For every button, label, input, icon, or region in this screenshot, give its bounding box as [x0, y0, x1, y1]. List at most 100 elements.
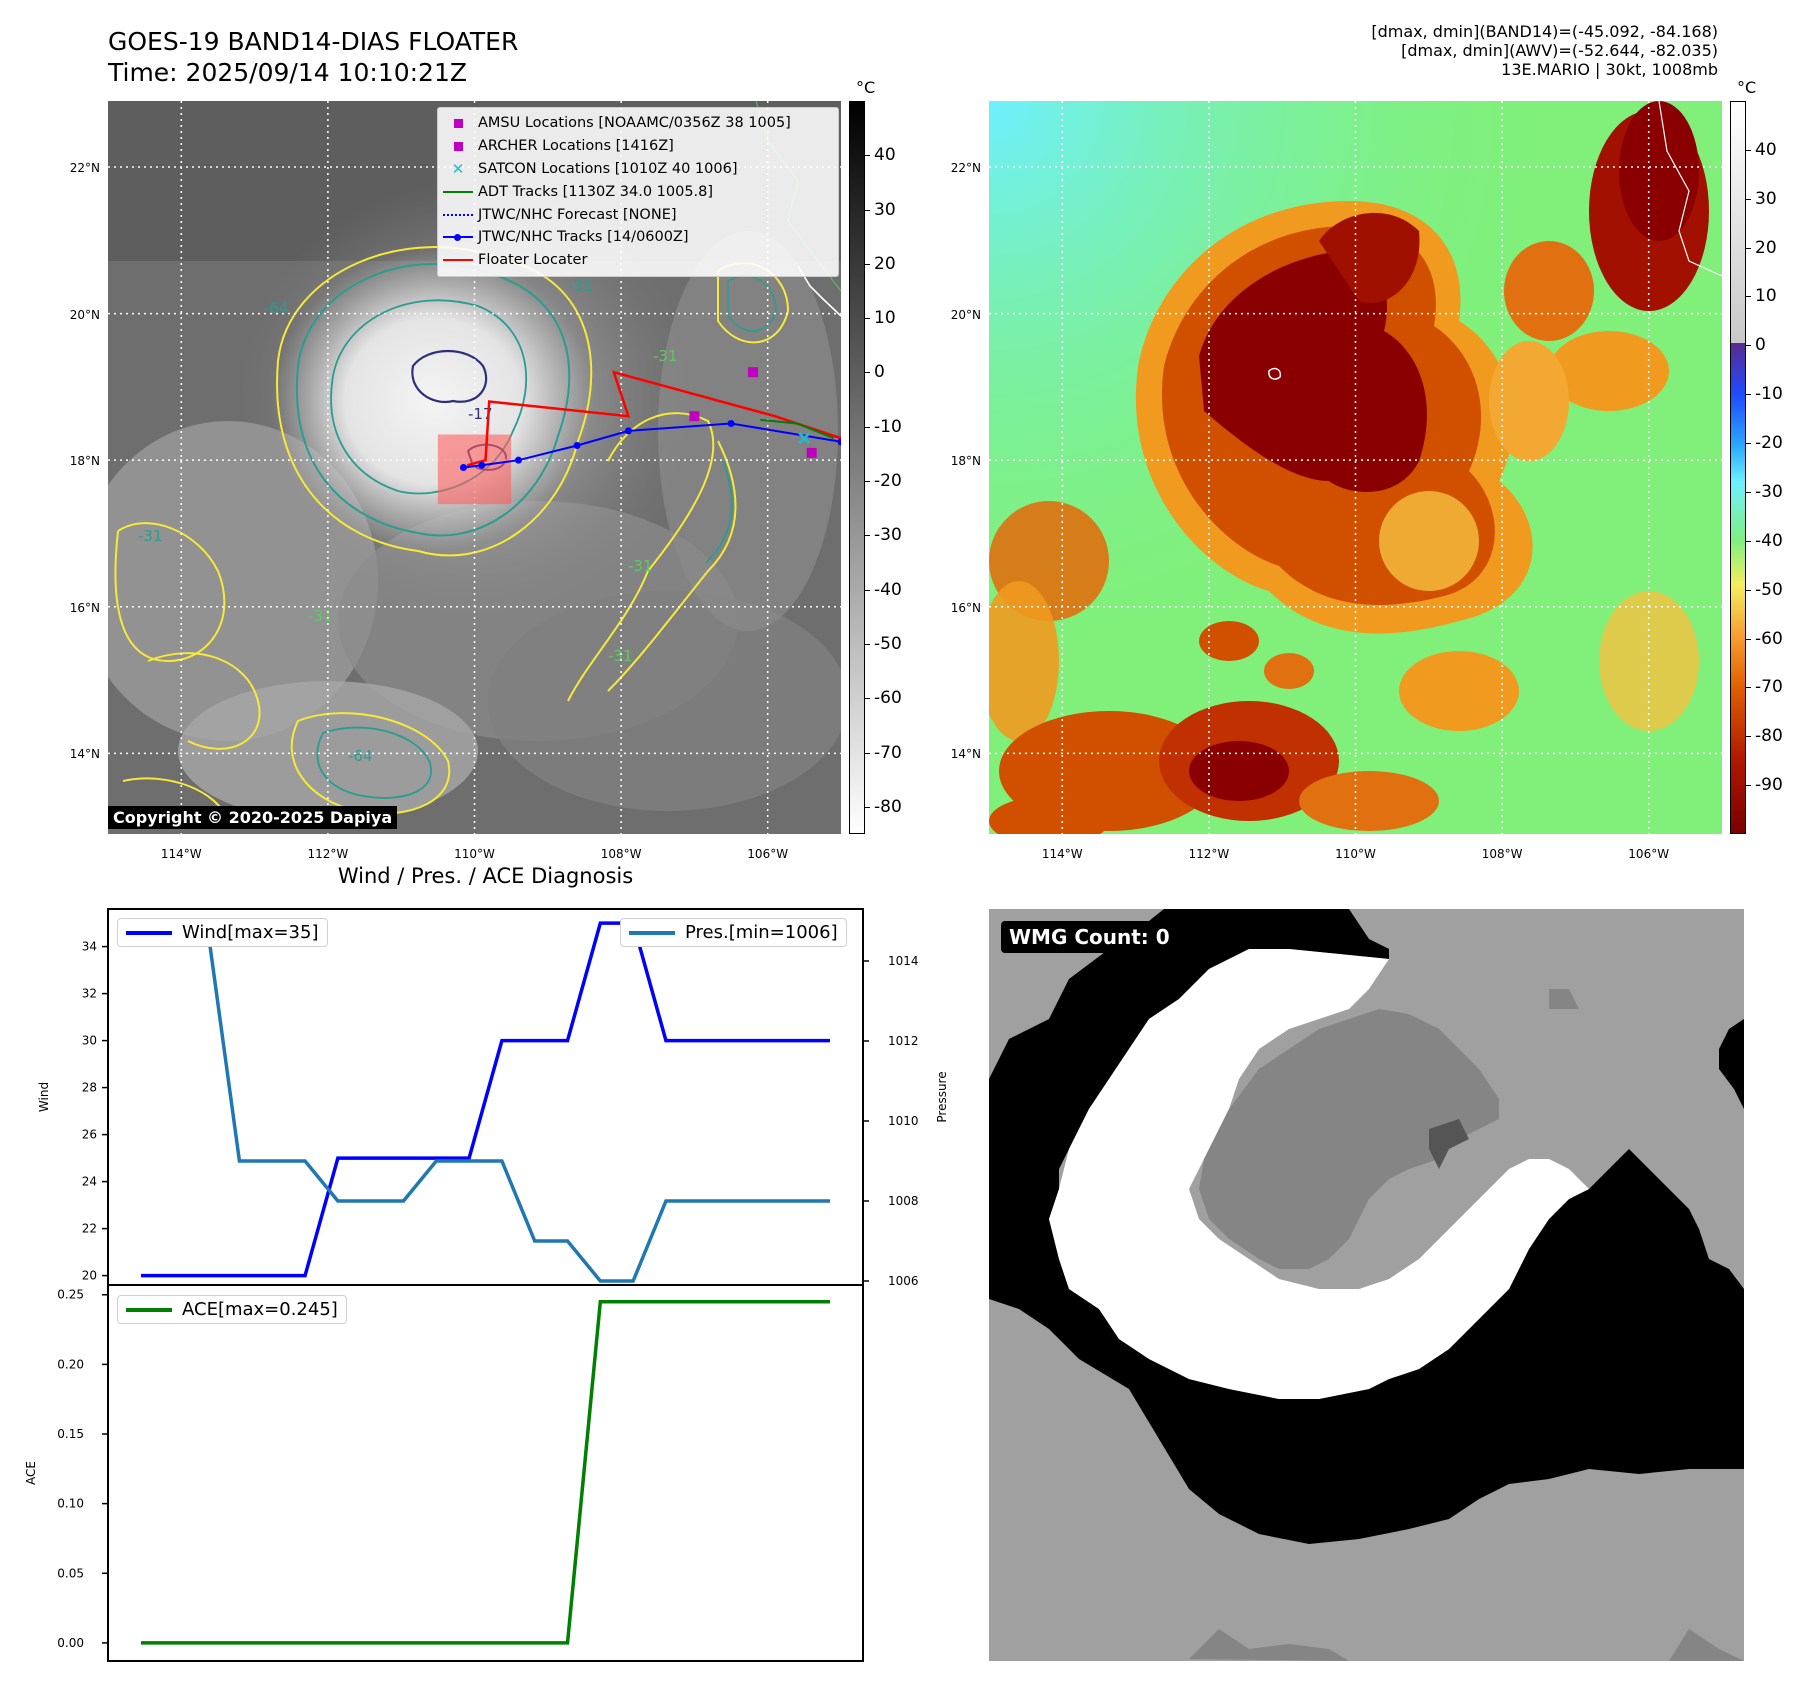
contour-label: -31 — [628, 557, 653, 575]
contour-label: -31 — [308, 607, 333, 625]
colorbar-tick — [1746, 589, 1751, 591]
diagnosis-chart-title: Wind / Pres. / ACE Diagnosis — [337, 864, 634, 888]
lon-tick-label: 106°W — [1628, 847, 1670, 861]
wind-tick-label: 20 — [82, 1269, 97, 1283]
ace-frame — [107, 1284, 864, 1662]
lat-tick-label: 16°N — [69, 600, 100, 615]
pressure-legend: Pres.[min=1006] — [620, 918, 847, 947]
colorbar-tick-label: -30 — [874, 525, 902, 546]
legend-item-forecast: JTWC/NHC Forecast [NONE] — [438, 203, 838, 226]
lon-tick-label: 110°W — [1335, 847, 1376, 861]
colorbar-tick-label: -50 — [1755, 579, 1783, 600]
ace-tick-label: 0.10 — [57, 1497, 84, 1511]
wind-tick-label: 24 — [82, 1175, 97, 1189]
colorbar-tick-label: 40 — [874, 145, 896, 166]
colorbar-tick-label: 10 — [1755, 286, 1777, 307]
steelblue-line-icon — [629, 930, 675, 935]
colorbar-tick — [1746, 540, 1751, 542]
legend-item-jtwc: JTWC/NHC Tracks [14/0600Z] — [438, 226, 838, 249]
colorbar-tick — [865, 481, 870, 483]
ace-legend: ACE[max=0.245] — [117, 1295, 347, 1324]
copyright-label: Copyright © 2020-2025 Dapiya — [108, 806, 398, 829]
storm-info: [dmax, dmin](BAND14)=(-45.092, -84.168) … — [1371, 22, 1718, 79]
adt-track — [760, 418, 835, 440]
info-band14-range: [dmax, dmin](BAND14)=(-45.092, -84.168) — [1371, 22, 1718, 41]
lon-tick-label: 106°W — [747, 847, 789, 861]
green-line-icon — [438, 190, 478, 193]
colorbar-tick-label: 20 — [874, 253, 896, 274]
floater-locater-track — [466, 370, 841, 467]
lat-tick-label: 20°N — [950, 307, 981, 322]
wmg-map — [989, 909, 1744, 1661]
colorbar-tick — [865, 372, 870, 374]
track-legend: AMSU Locations [NOAAMC/0356Z 38 1005] AR… — [437, 107, 839, 277]
colorbar-gray — [849, 101, 865, 834]
colorbar-color-unit: °C — [1737, 78, 1757, 97]
jtwc-track-point — [514, 456, 522, 464]
colorbar-tick — [1746, 491, 1751, 493]
pressure-axis-ticks: 1006 1008 1010 1012 1014 — [863, 954, 919, 1288]
lon-tick-label: 110°W — [454, 847, 495, 861]
wind-tick-label: 30 — [82, 1034, 97, 1048]
lat-tick-label: 18°N — [950, 454, 981, 469]
colorbar-tick — [865, 263, 870, 265]
contour-label: -64 — [348, 747, 373, 765]
colorbar-tick — [1746, 687, 1751, 689]
wind-tick-label: 34 — [82, 940, 97, 954]
satcon-marker — [798, 432, 811, 445]
colorbar-tick — [1746, 394, 1751, 396]
wind-tick-label: 26 — [82, 1128, 97, 1142]
colorbar-tick-label: 30 — [1755, 188, 1777, 209]
wind-series-line — [141, 921, 830, 1278]
lat-tick-label: 14°N — [69, 747, 100, 762]
wind-tick-label: 28 — [82, 1081, 97, 1095]
colorbar-gray-unit: °C — [856, 78, 876, 97]
green-line-icon — [126, 1307, 172, 1312]
ir-gray-map: -64 -64 -31 -31 -31 -31 -31 -31 -17 — [108, 101, 841, 834]
colorbar-tick — [1746, 443, 1751, 445]
colorbar-tick — [865, 752, 870, 754]
ir-gray-map-panel: -64 -64 -31 -31 -31 -31 -31 -31 -17 — [108, 101, 841, 834]
wmg-count-label: WMG Count: 0 — [1001, 921, 1178, 953]
ir-color-map-panel — [989, 101, 1722, 834]
colorbar-tick-label: -70 — [1755, 677, 1783, 698]
blue-dotted-line-icon — [438, 213, 478, 216]
colorbar-tick — [865, 426, 870, 428]
pressure-tick-label: 1006 — [888, 1274, 919, 1288]
colorbar-tick — [865, 806, 870, 808]
colorbar-tick-label: 30 — [874, 199, 896, 220]
colorbar-tick — [865, 209, 870, 211]
lat-tick-label: 14°N — [950, 747, 981, 762]
colorbar-tick — [865, 589, 870, 591]
red-line-icon — [438, 259, 478, 262]
contour-label: -31 — [608, 647, 633, 665]
colorbar-tick-label: 0 — [1755, 335, 1766, 356]
magenta-square-icon — [438, 141, 478, 151]
colorbar-tick-label: -20 — [874, 471, 902, 492]
colorbar-tick-label: -80 — [874, 796, 902, 817]
colorbar-tick — [1746, 345, 1751, 347]
colorbar-tick-label: -60 — [874, 688, 902, 709]
colorbar-tick-label: -40 — [874, 579, 902, 600]
jtwc-track-point — [573, 442, 581, 450]
ace-tick-label: 0.05 — [57, 1566, 84, 1580]
colorbar-tick-label: -30 — [1755, 481, 1783, 502]
ace-tick-label: 0.25 — [57, 1288, 84, 1302]
jtwc-track-point — [837, 438, 841, 446]
legend-item-archer: ARCHER Locations [1416Z] — [438, 135, 838, 158]
pressure-tick-label: 1010 — [888, 1114, 919, 1128]
map-gridlines-color — [989, 101, 1722, 834]
pressure-tick-label: 1008 — [888, 1194, 919, 1208]
pressure-axis-label: Pressure — [935, 1071, 949, 1122]
contour-label: -64 — [264, 299, 289, 317]
fix-location-marker — [689, 411, 700, 422]
lon-tick-label: 114°W — [1041, 847, 1083, 861]
colorbar-tick-label: -80 — [1755, 726, 1783, 747]
contour-label: -31 — [568, 277, 593, 295]
lat-tick-label: 20°N — [69, 307, 100, 322]
colorbar-tick — [1746, 736, 1751, 738]
title-line-2: Time: 2025/09/14 10:10:21Z — [108, 58, 467, 87]
contour-label: -17 — [468, 405, 493, 423]
lat-tick-label: 16°N — [950, 600, 981, 615]
